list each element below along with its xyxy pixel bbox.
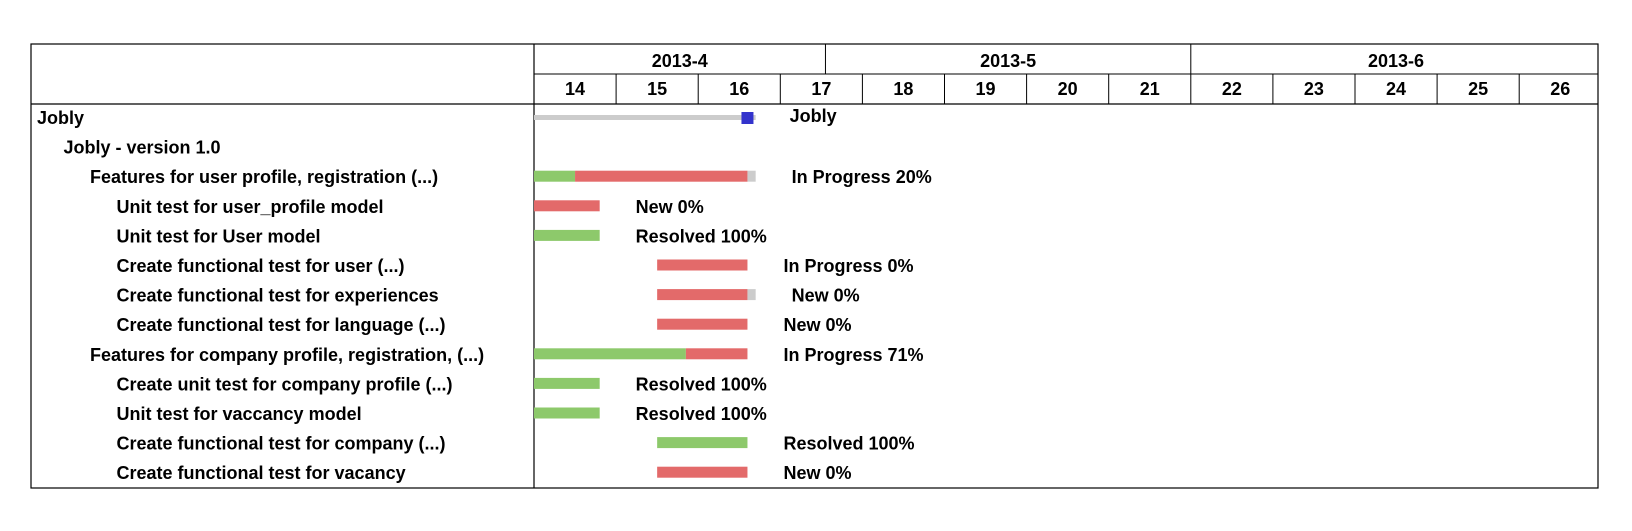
- task-name: Create functional test for user (...): [117, 256, 405, 276]
- week-label: 24: [1386, 79, 1406, 99]
- week-label: 19: [976, 79, 996, 99]
- bar-done: [534, 407, 600, 419]
- month-label: 2013-4: [652, 51, 708, 71]
- week-label: 22: [1222, 79, 1242, 99]
- summary-label: Jobly: [790, 106, 837, 126]
- task-name: Unit test for user_profile model: [117, 197, 384, 217]
- week-label: 26: [1550, 79, 1570, 99]
- status-label: New 0%: [783, 315, 851, 335]
- month-label: 2013-5: [980, 51, 1036, 71]
- bar-overrun: [747, 289, 756, 301]
- status-label: Resolved 100%: [636, 374, 767, 394]
- task-name: Features for company profile, registrati…: [90, 345, 484, 365]
- bar-remaining: [657, 259, 748, 271]
- bar-remaining: [685, 348, 748, 360]
- task-name: Jobly: [37, 108, 84, 128]
- status-label: In Progress 71%: [783, 345, 923, 365]
- week-label: 21: [1140, 79, 1160, 99]
- task-name: Unit test for vaccancy model: [117, 404, 362, 424]
- task-name: Jobly - version 1.0: [64, 138, 221, 158]
- status-label: Resolved 100%: [636, 404, 767, 424]
- status-label: New 0%: [792, 286, 860, 306]
- status-label: New 0%: [636, 197, 704, 217]
- task-bars: [534, 112, 756, 478]
- bar-remaining: [657, 318, 748, 330]
- week-label: 15: [647, 79, 667, 99]
- status-labels: Jobly In Progress 20% New 0% Resolved 100% I…: [636, 106, 932, 483]
- week-label: 17: [811, 79, 831, 99]
- week-label: 14: [565, 79, 585, 99]
- chart-frame: [30, 43, 1599, 489]
- task-name: Create functional test for language (...…: [117, 315, 446, 335]
- subject-list: Jobly Jobly - version 1.0 Features for use…: [37, 108, 484, 483]
- task-name: Create functional test for vacancy: [117, 463, 406, 483]
- week-label: 20: [1058, 79, 1078, 99]
- milestone-marker: [741, 112, 754, 124]
- week-label: 18: [893, 79, 913, 99]
- status-label: In Progress 0%: [783, 256, 913, 276]
- status-label: Resolved 100%: [636, 226, 767, 246]
- task-name: Create functional test for company (...): [117, 434, 446, 454]
- week-label: 16: [729, 79, 749, 99]
- timeline-header: 2013-4 2013-5 2013-6 14 15 16 17 18 19 20 21 22 23 24…: [565, 51, 1570, 99]
- bar-remaining: [657, 289, 748, 301]
- task-name: Create unit test for company profile (..…: [117, 374, 453, 394]
- month-label: 2013-6: [1368, 51, 1424, 71]
- task-name: Unit test for User model: [117, 226, 321, 246]
- status-label: New 0%: [783, 463, 851, 483]
- bar-done: [534, 229, 600, 241]
- bar-done: [534, 348, 686, 360]
- summary-bar: [534, 115, 756, 120]
- bar-done: [534, 170, 576, 182]
- bar-remaining: [575, 170, 748, 182]
- bar-done: [534, 377, 600, 389]
- bar-remaining: [657, 466, 748, 478]
- bar-remaining: [534, 200, 600, 212]
- task-name: Create functional test for experiences: [117, 286, 439, 306]
- status-label: In Progress 20%: [792, 167, 932, 187]
- week-label: 23: [1304, 79, 1324, 99]
- status-label: Resolved 100%: [783, 434, 914, 454]
- bar-done: [657, 437, 748, 449]
- bar-overrun: [747, 170, 756, 182]
- task-name: Features for user profile, registration …: [90, 167, 438, 187]
- week-label: 25: [1468, 79, 1488, 99]
